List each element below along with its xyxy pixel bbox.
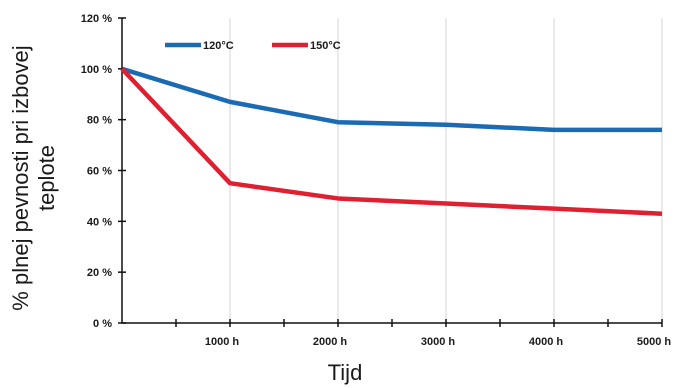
y-tick-label-2: 40 %	[87, 216, 112, 228]
legend-label-0: 120°C	[203, 40, 234, 52]
y-tick-label-6: 120 %	[81, 13, 112, 25]
series-line-1	[120, 67, 663, 216]
x-tick-label-4: 5000 h	[637, 336, 672, 348]
x-axis-title: Tijd	[328, 360, 363, 385]
y-axis-title: % plnej pevnosti pri izbovej teplote	[8, 45, 59, 310]
series-line-0	[121, 66, 662, 133]
y-tick-label-1: 20 %	[87, 267, 112, 279]
x-tick-label-2: 3000 h	[421, 336, 456, 348]
y-axis-title-line-2: teplote	[34, 145, 59, 211]
x-tick-label-1: 2000 h	[313, 336, 348, 348]
y-tick-label-5: 100 %	[81, 64, 112, 76]
y-tick-label-0: 0 %	[93, 318, 112, 330]
x-tick-label-0: 1000 h	[205, 336, 240, 348]
legend-label-1: 150°C	[310, 40, 341, 52]
axes: 0 % 20 % 40 % 60 % 80 % 100 % 120 % 1000 h 2000 …	[81, 13, 672, 348]
y-axis-title-line-1: % plnej pevnosti pri izbovej	[8, 45, 33, 310]
series-lines	[120, 66, 663, 216]
y-tick-label-3: 60 %	[87, 166, 112, 178]
legend: 120°C 150°C	[165, 40, 341, 52]
x-tick-label-3: 4000 h	[529, 336, 564, 348]
y-tick-label-4: 80 %	[87, 115, 112, 127]
vertical-gridlines	[229, 18, 663, 323]
